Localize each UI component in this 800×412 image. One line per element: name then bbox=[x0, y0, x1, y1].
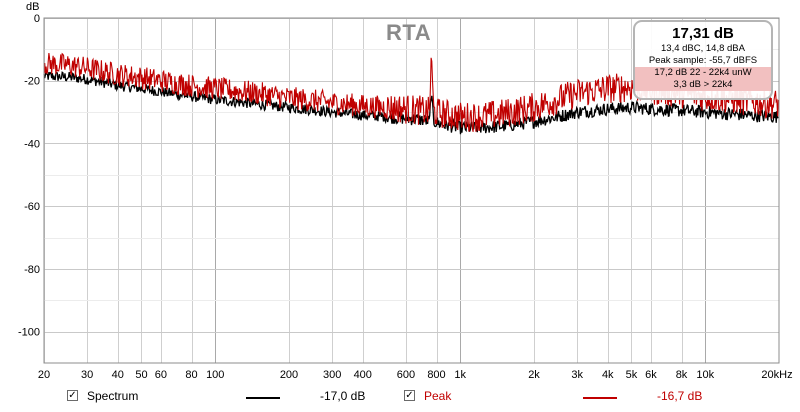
chart-title: RTA bbox=[386, 20, 432, 45]
x-tick-label: 10k bbox=[696, 369, 714, 381]
x-axis: 20 30 40 50 60 80 100 200 300 400 600 800 1k 2k 3k 4k 5k… bbox=[38, 369, 793, 381]
unweighted-level: 17,2 dB 22 - 22k4 unW bbox=[635, 67, 771, 79]
x-tick-label: 1k bbox=[454, 369, 466, 381]
x-tick-label: 300 bbox=[323, 369, 341, 381]
above-band-level: 3,3 dB > 22k4 bbox=[635, 79, 771, 91]
level-readout-box: 17,31 dB 13,4 dBC, 14,8 dBA Peak sample:… bbox=[633, 20, 773, 100]
peak-sample: Peak sample: -55,7 dBFS bbox=[648, 55, 758, 66]
y-tick-label: -100 bbox=[18, 327, 40, 339]
spectrum-line-swatch bbox=[246, 397, 280, 399]
y-axis-label: dB bbox=[26, 1, 39, 13]
x-tick-label: 600 bbox=[397, 369, 415, 381]
x-tick-label: 20 bbox=[38, 369, 50, 381]
x-tick-label: 3k bbox=[571, 369, 583, 381]
plot-frame bbox=[43, 17, 780, 364]
peak-checkbox[interactable]: ✓ bbox=[404, 390, 415, 401]
peak-label: Peak bbox=[424, 389, 452, 403]
x-tick-label: 400 bbox=[354, 369, 372, 381]
x-tick-label: 30 bbox=[81, 369, 93, 381]
legend: ✓ Spectrum -17,0 dB ✓ Peak -16,7 dB bbox=[0, 387, 800, 409]
weighted-levels: 13,4 dBC, 14,8 dBA bbox=[661, 43, 745, 54]
y-tick-label: 0 bbox=[34, 13, 40, 25]
spectrum-value: -17,0 dB bbox=[320, 389, 366, 403]
x-tick-label: 6k bbox=[645, 369, 657, 381]
x-tick-label: 80 bbox=[185, 369, 197, 381]
x-tick-label: 4k bbox=[602, 369, 614, 381]
x-tick-label: 60 bbox=[155, 369, 167, 381]
spectrum-checkbox[interactable]: ✓ bbox=[67, 390, 78, 401]
spectrum-label: Spectrum bbox=[87, 389, 139, 403]
x-tick-label: 2k bbox=[528, 369, 540, 381]
peak-value: -16,7 dB bbox=[657, 389, 703, 403]
y-axis: 0 -20 -40 -60 -80 -100 bbox=[18, 13, 40, 339]
y-tick-label: -60 bbox=[24, 201, 40, 213]
x-tick-label: 5k bbox=[626, 369, 638, 381]
x-tick-label: 40 bbox=[112, 369, 124, 381]
x-tick-label: 200 bbox=[280, 369, 298, 381]
x-tick-label: 100 bbox=[206, 369, 224, 381]
x-tick-label: 8k bbox=[676, 369, 688, 381]
peak-line-swatch bbox=[583, 397, 617, 399]
x-tick-label: 50 bbox=[135, 369, 147, 381]
y-tick-label: -80 bbox=[24, 264, 40, 276]
overall-level: 17,31 dB bbox=[672, 25, 734, 42]
x-tick-label-end: 20kHz bbox=[761, 369, 792, 381]
x-tick-label: 800 bbox=[427, 369, 445, 381]
y-tick-label: -20 bbox=[24, 76, 40, 88]
y-tick-label: -40 bbox=[24, 138, 40, 150]
